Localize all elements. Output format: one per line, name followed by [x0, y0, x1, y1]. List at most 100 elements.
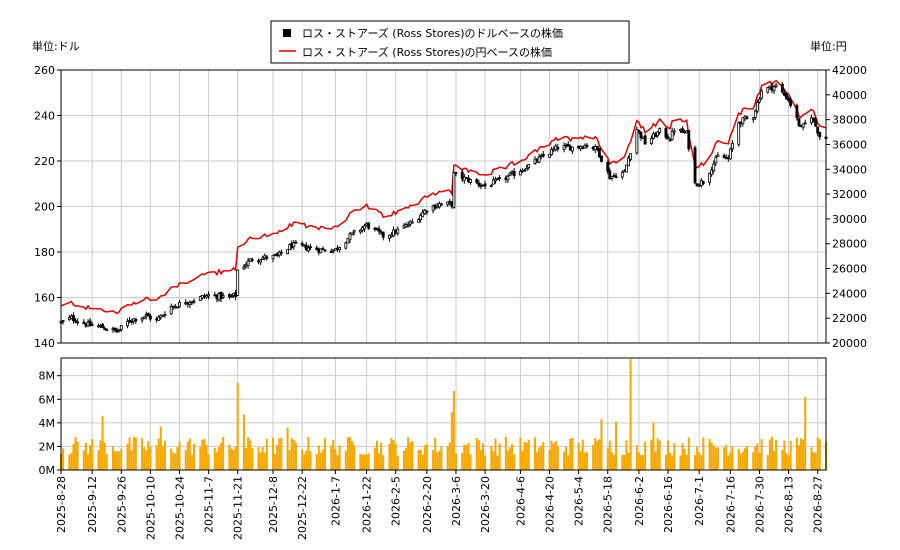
volume-bar	[727, 455, 730, 470]
candle-body	[639, 131, 643, 139]
volume-bar	[797, 445, 800, 470]
volume-bar	[523, 441, 526, 470]
volume-bar	[247, 437, 250, 470]
volume-bar	[394, 443, 397, 470]
candle-body	[556, 146, 560, 150]
candle-body	[483, 183, 487, 187]
candle-body	[306, 247, 310, 252]
volume-bar	[781, 449, 784, 470]
volume-bar	[683, 448, 686, 470]
candle-body	[460, 171, 464, 180]
volume-bar	[147, 441, 150, 470]
candle-body	[321, 248, 325, 251]
volume-bar	[423, 445, 426, 470]
volume-bar	[533, 437, 536, 470]
date-tick-label: 2026-4-6	[514, 476, 527, 526]
volume-bar	[789, 440, 792, 470]
candle-body	[506, 175, 510, 181]
candle-body	[452, 172, 456, 208]
volume-bar	[745, 446, 749, 470]
volume-bar	[315, 454, 318, 470]
date-tick-label: 2026-5-18	[602, 476, 615, 533]
volume-bar	[334, 448, 337, 470]
candle-body	[350, 232, 354, 235]
right-tick-label: 30000	[832, 213, 867, 226]
candle-body	[758, 98, 761, 103]
candle-body	[810, 117, 813, 124]
volume-bar	[421, 454, 424, 470]
candle-body	[90, 324, 94, 326]
volume-bar	[625, 440, 628, 470]
volume-bar	[157, 438, 160, 470]
volume-bar	[149, 447, 152, 470]
volume-bar	[172, 452, 175, 470]
candle-body	[518, 171, 522, 176]
volume-bar	[392, 440, 395, 470]
candle-body	[508, 173, 512, 176]
volume-bar	[696, 446, 699, 470]
volume-bar	[330, 445, 333, 470]
candle-body	[302, 244, 306, 247]
volume-bar	[496, 455, 499, 470]
volume-bar	[712, 445, 715, 470]
volume-bar	[606, 448, 609, 470]
volume-bar	[608, 440, 611, 470]
volume-bar	[637, 452, 640, 470]
volume-bar	[234, 446, 237, 470]
date-tick-label: 2026-1-22	[361, 476, 374, 533]
volume-bar	[737, 448, 740, 470]
volume-bar	[479, 449, 482, 470]
candle-body	[731, 143, 734, 150]
candle-body	[708, 172, 712, 183]
candle-body	[367, 222, 371, 229]
candle-body	[760, 90, 763, 99]
volume-bar	[671, 455, 674, 470]
volume-bar	[635, 445, 638, 470]
volume-bar	[556, 446, 559, 470]
candle-body	[606, 162, 610, 172]
volume-bar	[126, 443, 129, 470]
volume-bar	[163, 440, 166, 470]
candle-body	[421, 212, 425, 218]
date-tick-label: 2025-9-26	[115, 476, 128, 533]
volume-bar	[375, 440, 378, 470]
volume-bar	[506, 450, 509, 470]
candle-body	[221, 295, 225, 298]
candle-body	[101, 323, 104, 328]
volume-bar	[259, 452, 262, 470]
volume-bar	[99, 440, 102, 470]
volume-bar	[134, 437, 137, 470]
candle-body	[265, 256, 269, 259]
volume-bar	[656, 438, 659, 470]
volume-bar	[800, 438, 803, 470]
candle-body	[300, 242, 304, 246]
volume-bar	[201, 439, 204, 470]
volume-bar	[89, 445, 92, 470]
candle-body	[525, 168, 529, 171]
volume-bar	[563, 451, 566, 470]
volume-bar	[319, 452, 322, 470]
date-tick-label: 2025-8-28	[55, 476, 68, 533]
volume-bar	[120, 448, 123, 470]
candle-body	[304, 245, 308, 251]
candle-body	[766, 87, 770, 93]
candle-body	[454, 172, 458, 175]
volume-bar	[642, 455, 645, 470]
candle-body	[163, 314, 167, 317]
candle-body	[801, 123, 805, 128]
volume-bar	[294, 442, 297, 470]
volume-tick-label: 0M	[39, 464, 56, 477]
candle-body	[629, 153, 633, 160]
volume-bar	[583, 452, 586, 470]
volume-bar	[694, 455, 697, 470]
volume-bar	[132, 436, 135, 470]
volume-bar	[307, 436, 310, 470]
candle-body	[344, 242, 348, 249]
volume-bar	[571, 437, 574, 470]
volume-bar	[440, 446, 443, 470]
candle-body	[410, 221, 414, 224]
volume-bar	[220, 443, 223, 470]
volume-bar	[818, 439, 821, 470]
candle-body	[82, 321, 86, 324]
candle-body	[789, 99, 793, 106]
